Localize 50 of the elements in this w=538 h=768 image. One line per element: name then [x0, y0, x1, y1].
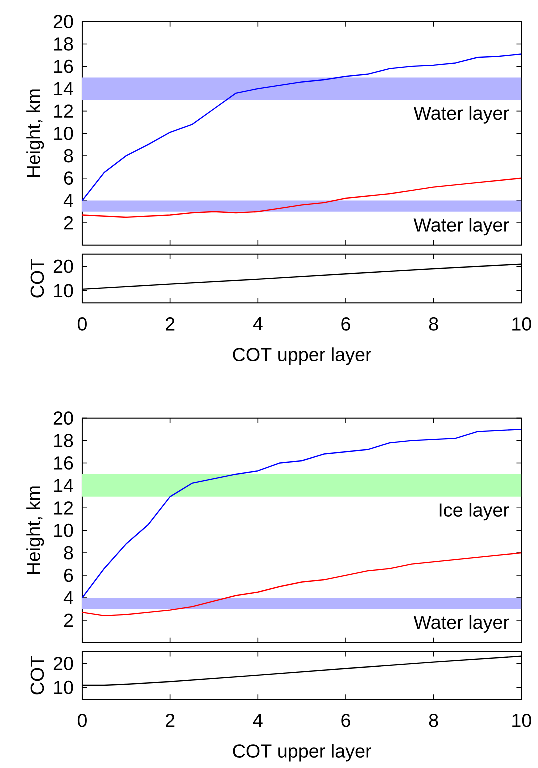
line-series — [82, 552, 522, 617]
x-tick-label: 8 — [429, 714, 438, 728]
y-tick-label: 16 — [54, 60, 73, 74]
x-tick-label: 8 — [429, 318, 438, 331]
band-label: Water layer — [414, 106, 509, 124]
y-axis-title: Height, km — [26, 486, 44, 574]
x-axis-title: COT upper layer — [233, 348, 372, 366]
y-tick-label: 18 — [54, 38, 73, 51]
line-series — [82, 54, 522, 202]
x-tick-label: 6 — [341, 714, 350, 728]
y-tick-label: 20 — [54, 15, 74, 29]
y-axis-title: COT — [30, 656, 44, 695]
y-tick-label: 4 — [64, 194, 74, 208]
line-series — [82, 428, 522, 599]
y-tick-label: 8 — [64, 149, 73, 163]
x-tick-label: 2 — [166, 714, 174, 728]
y-tick-label: 10 — [54, 524, 74, 538]
y-tick-label: 2 — [64, 614, 73, 628]
x-tick-label: 4 — [253, 318, 263, 330]
y-tick-label: 12 — [54, 104, 73, 118]
band-label: Water layer — [414, 615, 509, 633]
x-axis-title: COT upper layer — [233, 744, 372, 762]
x-tick-label: 4 — [253, 714, 263, 727]
y-axis-title: COT — [30, 259, 44, 298]
x-tick-label: 10 — [512, 318, 532, 331]
x-tick-label: 10 — [512, 714, 532, 728]
y-tick-label: 16 — [54, 456, 73, 470]
x-tick-label: 0 — [78, 714, 87, 728]
y-tick-label: 8 — [64, 546, 73, 560]
y-tick-label: 18 — [54, 434, 73, 448]
y-tick-label: 14 — [54, 82, 74, 96]
line-series — [82, 178, 522, 218]
x-tick-label: 2 — [166, 318, 174, 331]
y-tick-label: 6 — [64, 172, 73, 186]
y-tick-label: 4 — [64, 592, 74, 604]
y-tick-label: 10 — [54, 680, 74, 694]
y-tick-label: 14 — [54, 479, 74, 492]
x-tick-label: 6 — [341, 318, 350, 331]
y-tick-label: 10 — [54, 126, 74, 140]
y-tick-label: 20 — [54, 260, 74, 274]
band-label: Water layer — [414, 218, 509, 236]
y-tick-label: 20 — [54, 412, 74, 426]
x-tick-label: 0 — [78, 318, 87, 331]
y-tick-label: 10 — [54, 284, 74, 298]
y-axis-title: Height, km — [26, 90, 44, 178]
y-tick-label: 20 — [54, 657, 74, 670]
y-tick-label: 12 — [54, 502, 73, 515]
y-tick-label: 6 — [64, 568, 73, 582]
band-label: Ice layer — [440, 503, 509, 521]
y-tick-label: 2 — [64, 216, 73, 230]
